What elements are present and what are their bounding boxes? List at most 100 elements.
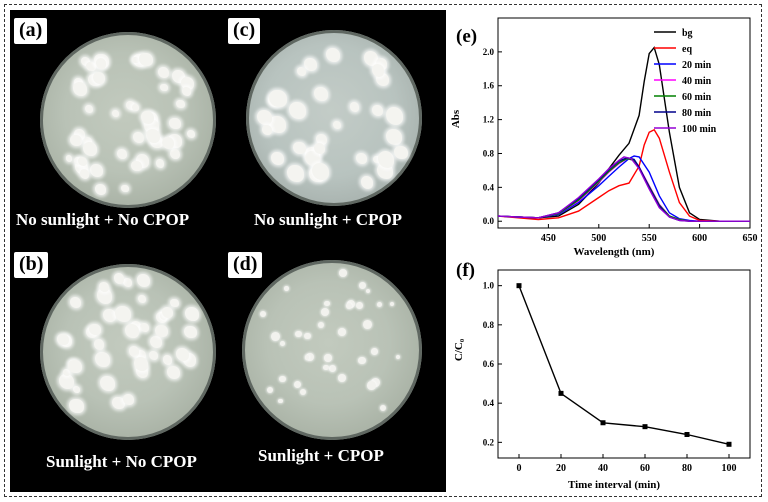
colony — [377, 151, 394, 168]
legend-entry: 40 min — [682, 76, 712, 87]
x-tick-label: 100 — [722, 463, 737, 474]
absorbance-legend: bg eq 20 min 40 min 60 min 80 min 100 min — [654, 28, 717, 135]
series-line-20-min — [497, 155, 750, 222]
caption-a: No sunlight + No CPOP — [16, 210, 190, 229]
colony — [69, 398, 84, 414]
caption-b: Sunlight + No CPOP — [46, 452, 197, 471]
colony — [70, 134, 82, 146]
colony — [294, 380, 302, 389]
colony — [84, 104, 94, 114]
colony — [136, 273, 151, 288]
colony — [187, 130, 195, 138]
colony — [283, 286, 289, 291]
colony — [73, 156, 83, 165]
legend-entry: 20 min — [682, 60, 712, 71]
colony — [313, 143, 325, 155]
colony — [260, 310, 267, 318]
colony — [116, 148, 128, 160]
colony — [385, 107, 404, 126]
colony — [314, 86, 329, 101]
y-tick-label: 0.4 — [483, 398, 495, 408]
colony — [293, 141, 306, 155]
colony — [157, 66, 169, 78]
colony — [375, 58, 388, 70]
colony — [280, 341, 286, 346]
colony — [132, 131, 144, 144]
colony — [271, 152, 285, 165]
colony — [373, 156, 381, 164]
absorbance-ticks: 450 500 550 600 650 0.0 0.4 0.8 1.2 1.6 2.0 — [483, 47, 758, 244]
colony — [155, 324, 168, 337]
data-point — [600, 420, 606, 426]
absorbance-y-label: Abs — [450, 109, 462, 128]
colony — [73, 129, 86, 141]
colony — [286, 164, 305, 183]
colony — [317, 322, 324, 329]
colony — [135, 350, 146, 361]
colony — [78, 156, 88, 166]
colony — [162, 136, 174, 149]
concentration-x-label: Time interval (min) — [568, 479, 660, 491]
colony — [73, 386, 81, 393]
figure-frame — [4, 4, 762, 497]
colony — [338, 328, 346, 336]
colony — [112, 396, 125, 409]
colony — [162, 354, 173, 365]
colony — [329, 365, 337, 373]
caption-d: Sunlight + CPOP — [258, 446, 384, 465]
colony — [170, 298, 179, 308]
colony — [184, 306, 200, 322]
colony — [81, 57, 90, 66]
colony — [169, 149, 180, 160]
colony — [356, 301, 364, 309]
colony — [304, 58, 318, 72]
x-tick-label: 650 — [743, 233, 758, 244]
concentration-y-label: C/C₀ — [453, 338, 465, 361]
colony — [324, 354, 332, 362]
colony — [149, 351, 158, 360]
series-line-60-min — [497, 157, 750, 222]
colony — [288, 101, 306, 119]
colony — [113, 273, 125, 284]
colony — [372, 104, 383, 116]
colony — [371, 348, 378, 355]
series-line-80-min — [497, 156, 750, 222]
colony — [137, 294, 147, 303]
colony — [363, 51, 379, 66]
colony — [59, 374, 74, 389]
data-point — [516, 283, 522, 289]
colony — [279, 375, 286, 383]
colony — [389, 302, 395, 307]
y-tick-label: 0.8 — [483, 320, 495, 330]
colony — [169, 117, 181, 130]
colony — [111, 109, 119, 117]
colony — [72, 81, 88, 97]
colony — [99, 281, 110, 292]
colony — [312, 163, 329, 180]
colony — [371, 64, 385, 77]
colony — [396, 355, 401, 360]
colony — [296, 67, 306, 77]
colony — [295, 330, 302, 338]
colony — [304, 355, 309, 360]
colony — [333, 120, 342, 129]
colony — [89, 323, 101, 336]
colony — [122, 393, 134, 405]
y-tick-label: 1.6 — [483, 81, 495, 91]
colony — [367, 381, 377, 390]
x-tick-label: 0 — [517, 463, 522, 474]
colony — [305, 352, 315, 362]
panel-label-f: (f) — [456, 260, 475, 281]
colony — [176, 99, 185, 109]
colony — [324, 301, 330, 307]
panel-label-a: (a) — [14, 18, 48, 44]
colony — [141, 111, 154, 125]
colony — [256, 110, 272, 126]
colony — [304, 332, 311, 340]
legend-entry: 80 min — [682, 108, 712, 119]
colony — [80, 169, 90, 179]
colony — [371, 378, 381, 388]
colony — [269, 89, 287, 108]
colony — [86, 61, 96, 71]
colony — [345, 302, 352, 309]
